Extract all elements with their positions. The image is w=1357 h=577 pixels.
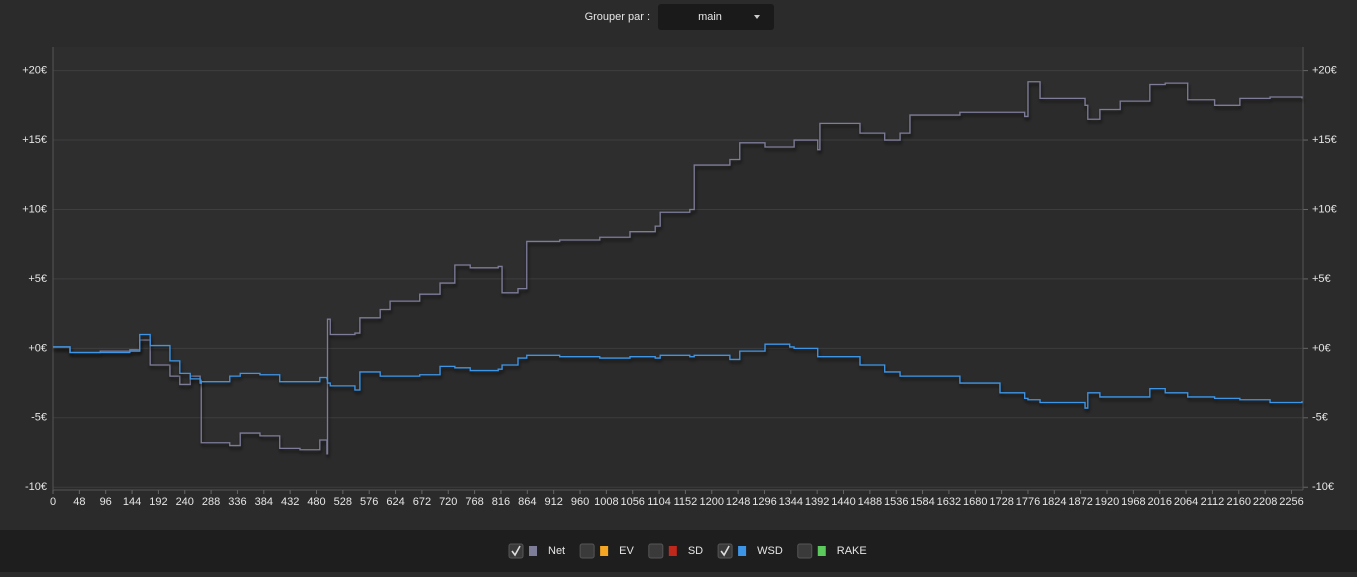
- checkmark: [720, 545, 730, 557]
- x-tick-label: 1056: [620, 496, 644, 508]
- x-tick-label: 960: [571, 496, 589, 508]
- x-tick-label: 624: [386, 496, 404, 508]
- x-tick-label: 96: [100, 496, 112, 508]
- x-tick-label: 1872: [1068, 496, 1092, 508]
- y-tick-label: +5€: [28, 273, 47, 285]
- x-tick-label: 1536: [884, 496, 908, 508]
- x-tick-label: 1920: [1095, 496, 1119, 508]
- group-label: Grouper par :: [585, 11, 650, 23]
- legend-label: WSD: [757, 545, 783, 557]
- x-tick-label: 1776: [1016, 496, 1040, 508]
- dropdown-arrow: [754, 15, 760, 19]
- x-tick-label: 672: [413, 496, 431, 508]
- x-tick-label: 720: [439, 496, 457, 508]
- x-tick-label: 1152: [674, 496, 698, 508]
- x-tick-label: 0: [50, 496, 56, 508]
- series-line: [53, 81, 1303, 455]
- y2-tick-label: +5€: [1312, 273, 1331, 285]
- legend-checkbox[interactable]: [508, 543, 524, 559]
- x-tick-label: 2256: [1279, 496, 1303, 508]
- x-tick-label: 48: [73, 496, 85, 508]
- x-tick-label: 1584: [910, 496, 934, 508]
- legend-label: SD: [688, 545, 703, 557]
- x-tick-label: 576: [360, 496, 378, 508]
- x-tick-label: 1824: [1042, 496, 1066, 508]
- x-tick-label: 1248: [726, 496, 750, 508]
- x-tick-label: 528: [334, 496, 352, 508]
- legend-swatch: [817, 546, 826, 556]
- x-tick-label: 1008: [594, 496, 618, 508]
- x-tick-label: 1632: [937, 496, 961, 508]
- legend-swatch: [600, 546, 609, 556]
- x-tick-label: 816: [492, 496, 510, 508]
- legend-checkbox[interactable]: [717, 543, 733, 559]
- x-tick-label: 2016: [1147, 496, 1171, 508]
- legend: Net EV SD WSD RAKE: [508, 543, 867, 559]
- x-tick-label: 1488: [858, 496, 882, 508]
- x-tick-label: 336: [228, 496, 246, 508]
- group-select-value: main: [698, 11, 722, 23]
- x-tick-label: 1296: [752, 496, 776, 508]
- y2-tick-label: +0€: [1312, 342, 1331, 354]
- checkmark: [511, 545, 521, 557]
- plot: +20€ +20€ +15€ +15€ +10€ +10€ +5€ +5€ +0€ +0€ -5€ -…: [22, 47, 1337, 508]
- legend-label: Net: [548, 545, 565, 557]
- legend-bar: [0, 530, 1357, 572]
- y-tick-label: -10€: [25, 481, 47, 493]
- x-tick-label: 1680: [963, 496, 987, 508]
- x-tick-label: 1200: [700, 496, 724, 508]
- x-tick-label: 912: [544, 496, 562, 508]
- x-tick-label: 864: [518, 496, 536, 508]
- x-tick-label: 1440: [831, 496, 855, 508]
- x-tick-label: 1344: [779, 496, 803, 508]
- x-tick-label: 1392: [805, 496, 829, 508]
- y-tick-label: +10€: [22, 203, 47, 215]
- x-tick-label: 480: [307, 496, 325, 508]
- group-select[interactable]: [658, 4, 774, 30]
- legend-swatch: [529, 546, 537, 556]
- series-area: [53, 47, 1302, 454]
- legend-checkbox[interactable]: [648, 543, 664, 559]
- y-tick-label: -5€: [31, 412, 47, 424]
- y2-tick-label: -10€: [1312, 481, 1334, 493]
- series-line: [53, 333, 1303, 409]
- legend-swatch: [738, 546, 747, 556]
- x-tick-label: 1104: [647, 496, 671, 508]
- x-tick-label: 432: [281, 496, 299, 508]
- x-tick-label: 1968: [1121, 496, 1145, 508]
- legend-label: EV: [619, 545, 634, 557]
- legend-checkbox[interactable]: [797, 543, 813, 559]
- y2-tick-label: +10€: [1312, 203, 1337, 215]
- x-tick-label: 2208: [1253, 496, 1277, 508]
- y2-tick-label: +15€: [1312, 134, 1337, 146]
- x-tick-label: 192: [149, 496, 167, 508]
- x-tick-label: 384: [255, 496, 273, 508]
- legend-checkbox[interactable]: [579, 543, 595, 559]
- y2-tick-label: -5€: [1312, 412, 1328, 424]
- x-tick-label: 2112: [1201, 496, 1225, 508]
- x-tick-label: 1728: [989, 496, 1013, 508]
- y2-tick-label: +20€: [1312, 65, 1337, 77]
- y-tick-label: +0€: [28, 342, 47, 354]
- x-tick-label: 768: [465, 496, 483, 508]
- x-tick-label: 240: [176, 496, 194, 508]
- y-tick-label: +15€: [22, 134, 47, 146]
- x-tick-label: 288: [202, 496, 220, 508]
- legend-swatch: [668, 546, 677, 556]
- x-tick-label: 144: [123, 496, 141, 508]
- x-tick-label: 2160: [1227, 496, 1251, 508]
- legend-label: RAKE: [837, 545, 867, 557]
- x-tick-label: 2064: [1174, 496, 1198, 508]
- y-tick-label: +20€: [22, 65, 47, 77]
